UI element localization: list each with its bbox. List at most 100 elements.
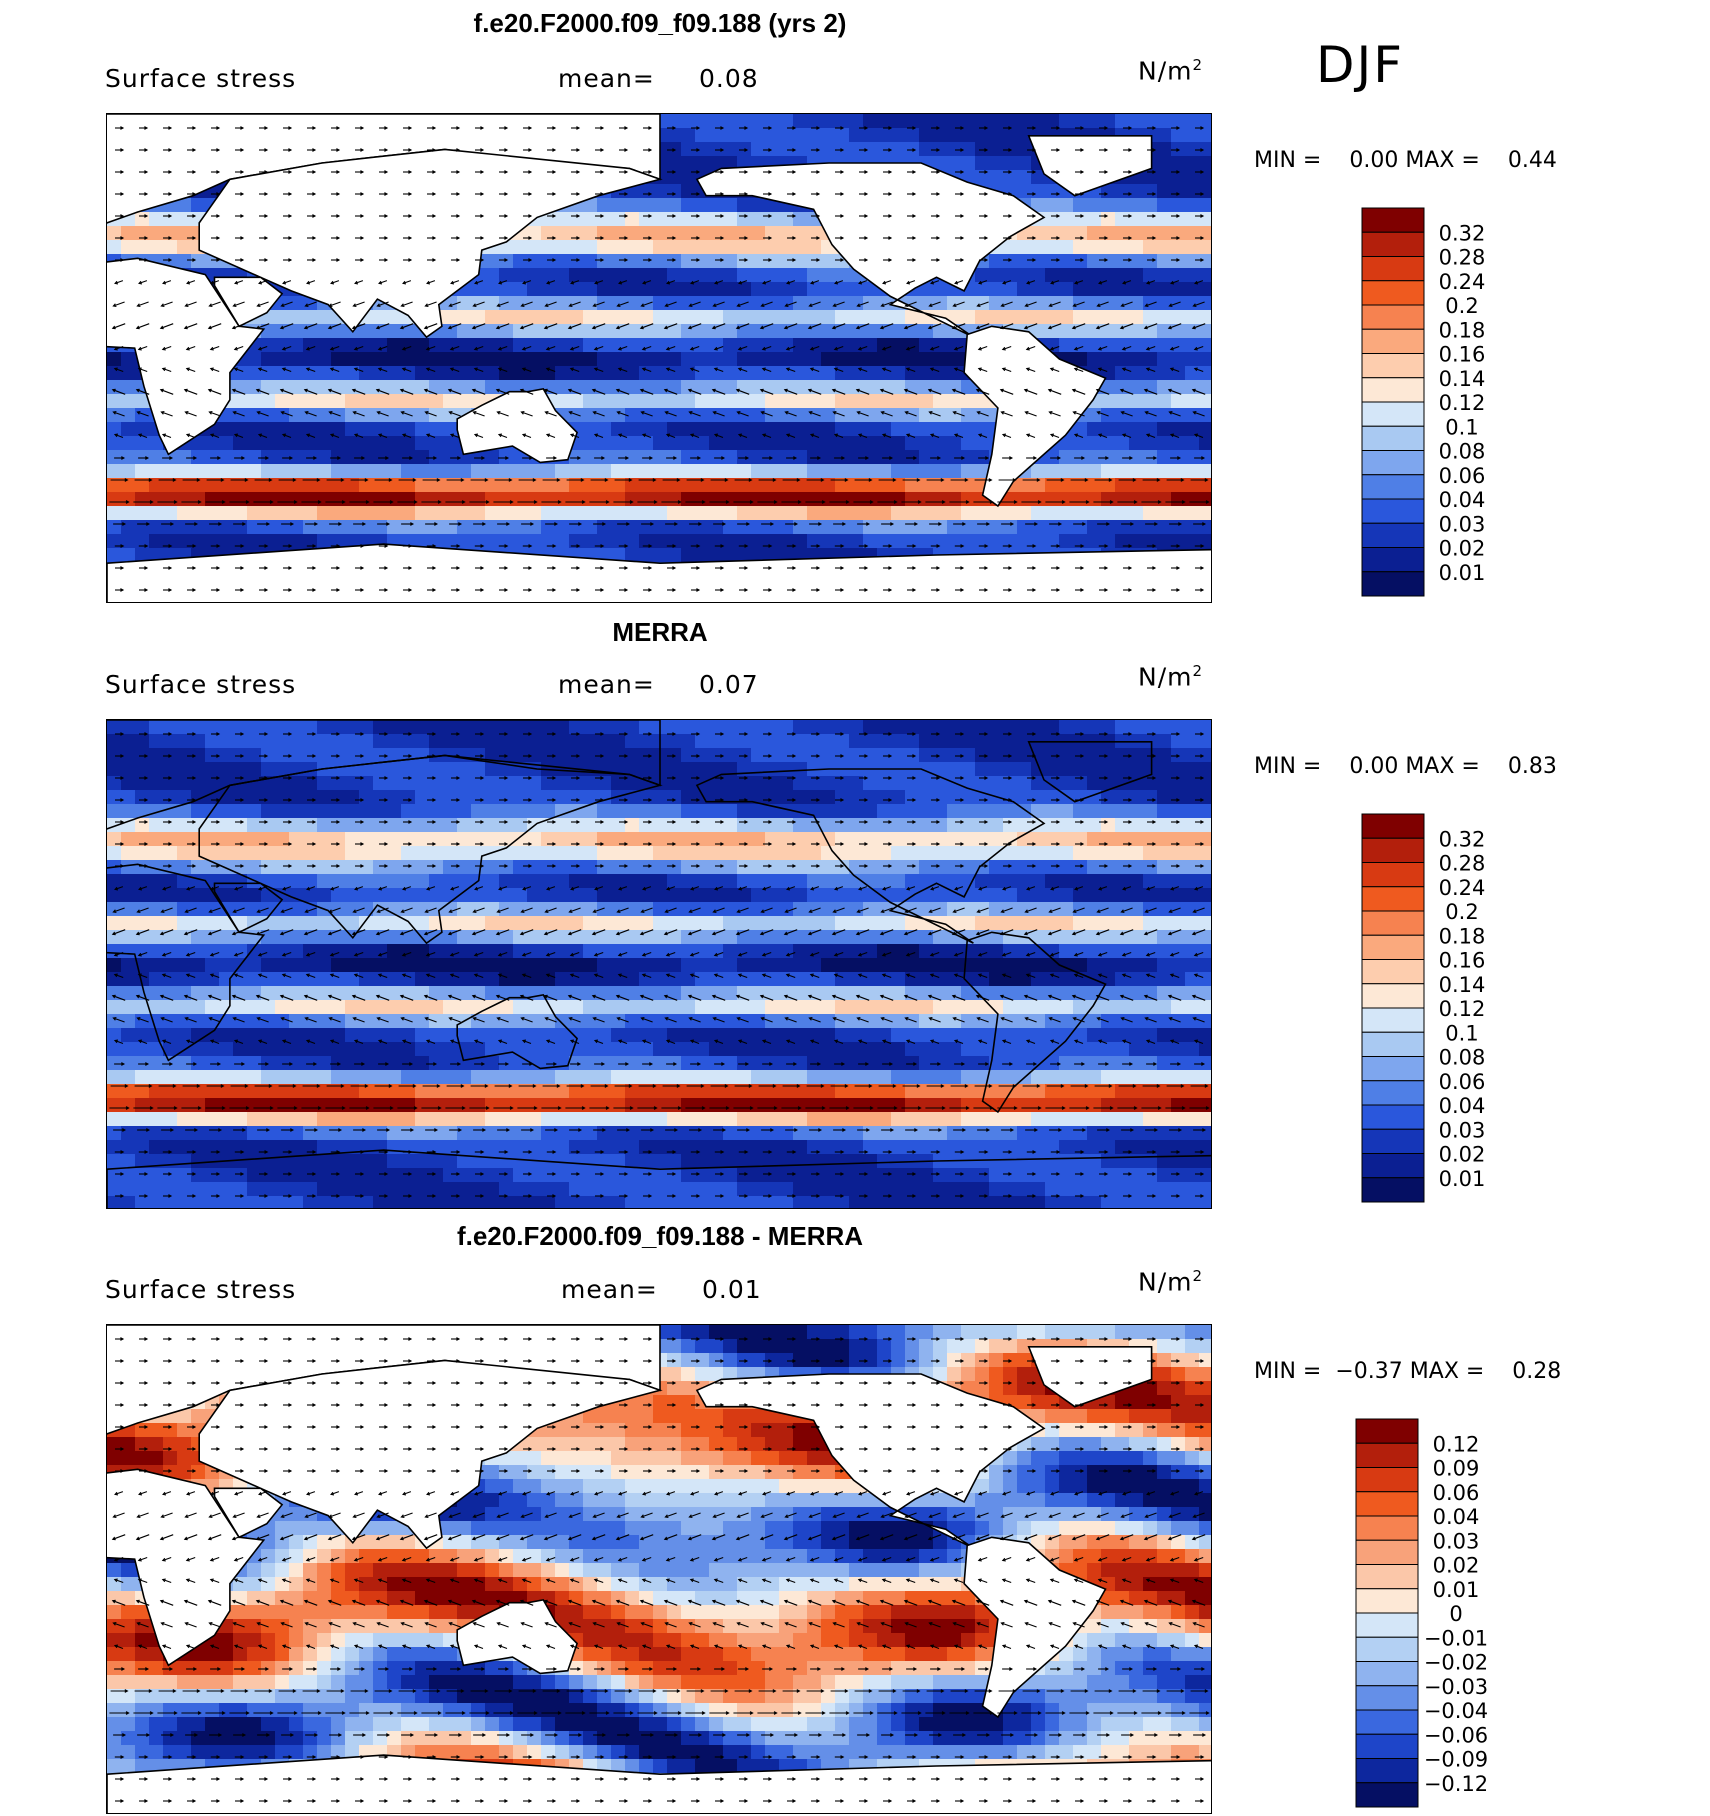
colorbar-swatch [1361, 377, 1425, 403]
colorbar-swatch [1361, 401, 1425, 427]
colorbar-swatch [1361, 1080, 1425, 1106]
colorbar-tick-label: 0.02 [1433, 1554, 1480, 1578]
colorbar-swatch [1355, 1782, 1419, 1808]
colorbar-swatch [1361, 1153, 1425, 1179]
colorbar-tick-label: 0.12 [1433, 1432, 1480, 1456]
colorbar-tick-label: 0.12 [1439, 391, 1486, 415]
colorbar-swatch [1361, 547, 1425, 573]
colorbar-swatch [1355, 1467, 1419, 1493]
colorbar-tick-label: 0.08 [1439, 440, 1486, 464]
colorbar-tick-label: 0.2 [1445, 900, 1478, 924]
colorbar-tick-label: 0.18 [1439, 924, 1486, 948]
colorbar-swatch [1361, 474, 1425, 500]
colorbar-tick-label: −0.02 [1424, 1651, 1488, 1675]
map-canvas [107, 1325, 1211, 1813]
colorbar-tick-label: 0.04 [1433, 1505, 1480, 1529]
map-obs [106, 719, 1212, 1209]
colorbar-swatch [1361, 934, 1425, 960]
colorbar-swatch [1361, 837, 1425, 863]
colorbar-swatch [1361, 280, 1425, 306]
colorbar-tick-label: 0.14 [1439, 973, 1486, 997]
min-max-readout: MIN = 0.00 MAX = 0.83 [1254, 754, 1557, 779]
colorbar-swatch [1361, 353, 1425, 379]
colorbar-swatch [1361, 571, 1425, 597]
colorbar-tick-label: −0.01 [1424, 1626, 1488, 1650]
colorbar-tick-label: 0.02 [1439, 1143, 1486, 1167]
colorbar-tick-label: 0.04 [1439, 1094, 1486, 1118]
colorbar-swatch [1361, 1177, 1425, 1203]
colorbar-swatch [1361, 813, 1425, 839]
units-label: N/m2 [1138, 56, 1204, 86]
colorbar-swatch [1361, 1104, 1425, 1130]
colorbar: 0.12 0.09 0.06 0.04 0.03 0.02 0.01 0 −0.01 −0.02−… [1355, 1418, 1556, 1808]
colorbar-swatch [1355, 1515, 1419, 1541]
colorbar-swatch [1361, 886, 1425, 912]
colorbar-swatch [1361, 1056, 1425, 1082]
colorbar-tick-label: 0.24 [1439, 876, 1486, 900]
colorbar-tick-label: 0.16 [1439, 949, 1486, 973]
colorbar-tick-label: 0.1 [1445, 415, 1478, 439]
colorbar-tick-label: 0.16 [1439, 343, 1486, 367]
colorbar-tick-label: 0.1 [1445, 1021, 1478, 1045]
panel-title: f.e20.F2000.f09_f09.188 - MERRA [456, 1221, 864, 1251]
colorbar-tick-label: −0.12 [1424, 1772, 1488, 1796]
colorbar-tick-label: 0.03 [1439, 512, 1486, 536]
colorbar-swatch [1361, 959, 1425, 985]
variable-label: Surface stress [105, 64, 297, 93]
colorbar-swatch [1355, 1588, 1419, 1614]
colorbar-swatch [1355, 1442, 1419, 1468]
mean-label: mean= [558, 64, 655, 93]
colorbar-tick-label: 0.03 [1433, 1529, 1480, 1553]
colorbar-swatch [1355, 1685, 1419, 1711]
mean-value: 0.08 [699, 64, 759, 93]
colorbar-tick-label: 0.32 [1439, 221, 1486, 245]
colorbar-swatch [1355, 1491, 1419, 1517]
map-diff [106, 1324, 1212, 1814]
colorbar-tick-label: 0.06 [1433, 1481, 1480, 1505]
variable-label: Surface stress [105, 670, 297, 699]
colorbar-swatch [1355, 1418, 1419, 1444]
variable-label: Surface stress [105, 1275, 297, 1304]
map-canvas [107, 720, 1211, 1208]
colorbar-swatch [1361, 498, 1425, 524]
coastlines [107, 720, 1211, 1208]
colorbar-tick-label: −0.09 [1424, 1748, 1488, 1772]
mean-label: mean= [558, 670, 655, 699]
colorbar-swatch [1361, 304, 1425, 330]
units-label: N/m2 [1138, 662, 1204, 692]
colorbar-swatch [1361, 910, 1425, 936]
stress-vectors [109, 1337, 1210, 1803]
panel-model: f.e20.F2000.f09_f09.188 (yrs 2) Surface … [0, 0, 1710, 605]
colorbar-tick-label: 0.18 [1439, 318, 1486, 342]
colorbar-tick-label: −0.04 [1424, 1699, 1488, 1723]
colorbar-swatch [1361, 862, 1425, 888]
colorbar-swatch [1361, 207, 1425, 233]
coastlines [107, 114, 1211, 602]
colorbar: 0.32 0.28 0.24 0.2 0.18 0.16 0.14 0.12 0.1 0.08 0.… [1361, 813, 1562, 1203]
colorbar-tick-label: 0.09 [1433, 1457, 1480, 1481]
colorbar-tick-label: 0.14 [1439, 367, 1486, 391]
colorbar-swatch [1361, 983, 1425, 1009]
colorbar-swatch [1355, 1636, 1419, 1662]
colorbar-tick-label: 0.32 [1439, 827, 1486, 851]
colorbar-tick-label: 0.06 [1439, 1070, 1486, 1094]
colorbar-swatch [1355, 1612, 1419, 1638]
colorbar-tick-label: 0.01 [1433, 1578, 1480, 1602]
colorbar-tick-label: 0.04 [1439, 488, 1486, 512]
colorbar-tick-label: 0.12 [1439, 997, 1486, 1021]
colorbar-swatch [1361, 522, 1425, 548]
colorbar-swatch [1355, 1733, 1419, 1759]
colorbar-tick-label: −0.06 [1424, 1723, 1488, 1747]
colorbar-tick-label: 0.28 [1439, 246, 1486, 270]
colorbar-swatch [1361, 1031, 1425, 1057]
colorbar-swatch [1355, 1661, 1419, 1687]
colorbar-swatch [1361, 450, 1425, 476]
mean-value: 0.07 [699, 670, 759, 699]
colorbar-swatch [1361, 231, 1425, 257]
stress-vectors [109, 732, 1210, 1198]
colorbar-tick-label: 0.24 [1439, 270, 1486, 294]
mean-value: 0.01 [702, 1275, 762, 1304]
colorbar-tick-label: 0.01 [1439, 561, 1486, 585]
stress-field [107, 720, 1211, 1208]
colorbar-tick-label: 0.01 [1439, 1167, 1486, 1191]
